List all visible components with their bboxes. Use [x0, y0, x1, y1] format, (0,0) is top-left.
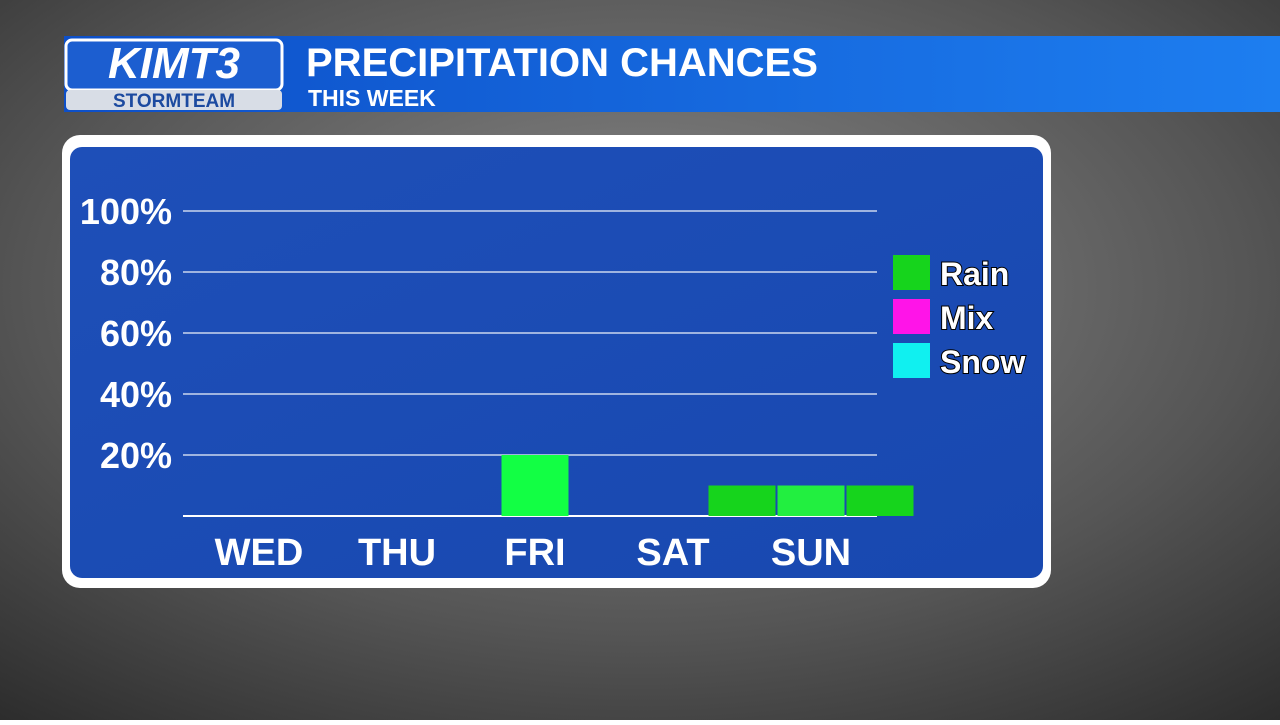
legend-label: Snow	[940, 344, 1025, 380]
x-tick-label: SAT	[636, 532, 709, 574]
logo-sub-box	[66, 90, 282, 110]
legend-label: Rain	[940, 256, 1009, 292]
subtitle: THIS WEEK	[308, 85, 436, 111]
panel	[70, 147, 1043, 578]
legend-swatch	[893, 255, 930, 290]
legend-swatch	[893, 299, 930, 334]
logo: KIMT3	[108, 39, 240, 88]
y-tick-label: 100%	[80, 191, 172, 232]
x-tick-label: FRI	[504, 532, 565, 574]
y-tick-label: 60%	[100, 313, 172, 354]
title: PRECIPITATION CHANCES	[306, 41, 818, 85]
bar	[708, 485, 776, 516]
bar	[777, 485, 845, 516]
legend-swatch	[893, 343, 930, 378]
x-tick-label: WED	[215, 532, 304, 574]
y-tick-label: 40%	[100, 374, 172, 415]
legend-label: Mix	[940, 300, 994, 336]
x-tick-label: SUN	[771, 532, 851, 574]
bar	[846, 485, 914, 516]
y-tick-label: 80%	[100, 252, 172, 293]
x-tick-label: THU	[358, 532, 436, 574]
y-tick-label: 20%	[100, 435, 172, 476]
logo-sub: STORMTEAM	[113, 91, 235, 112]
bar	[501, 455, 569, 516]
